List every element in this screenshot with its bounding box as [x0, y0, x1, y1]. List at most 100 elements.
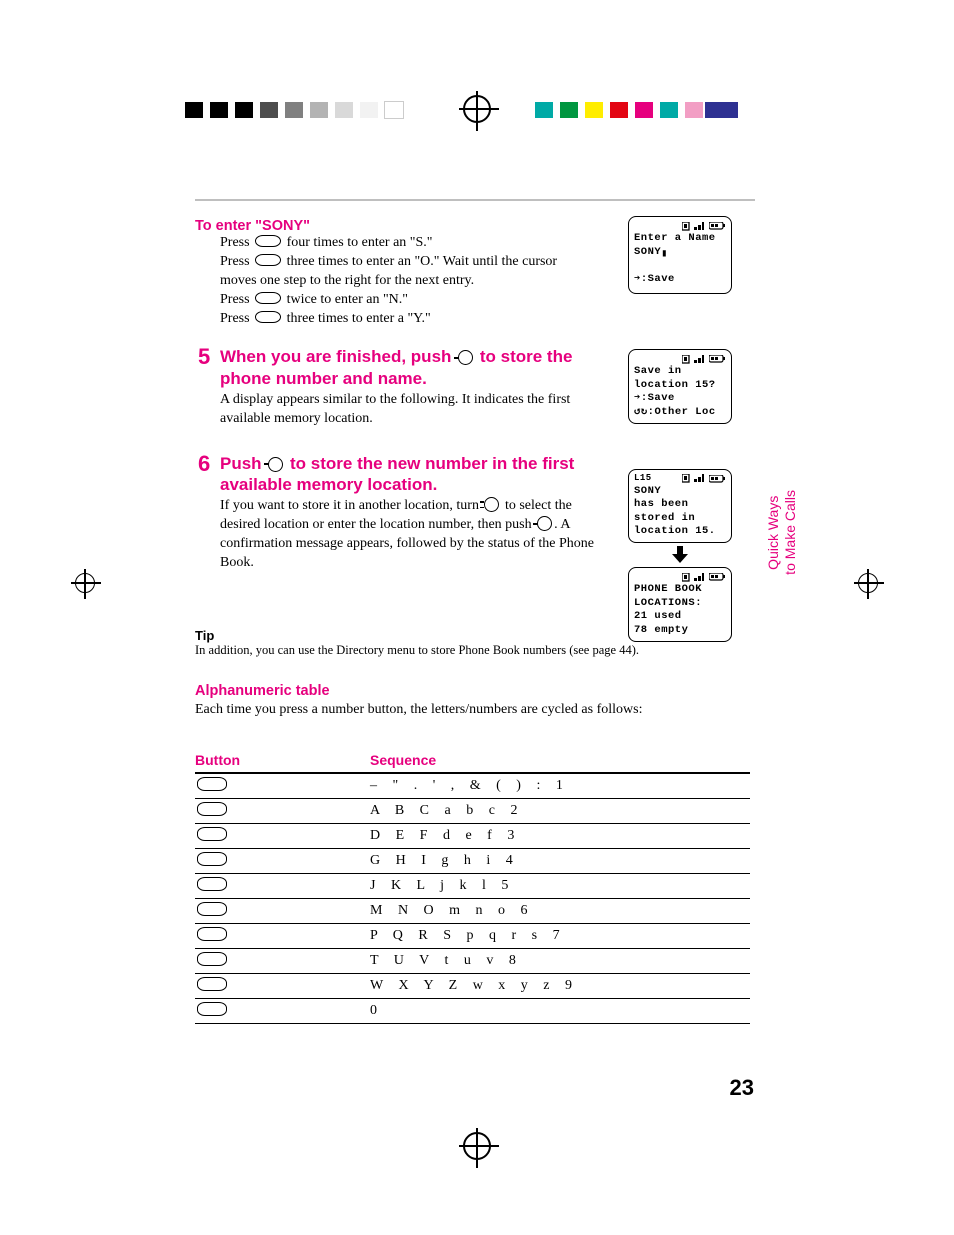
text: twice to enter an "N." [283, 292, 408, 307]
table-row: M N O m n o 6 [195, 898, 750, 923]
digital-icon [682, 222, 690, 231]
text: Press [220, 311, 253, 326]
cell-button [195, 898, 370, 923]
alpha-intro: Each time you press a number button, the… [195, 701, 755, 720]
button-oval-icon [197, 927, 227, 941]
registration-crosshair-bottom [463, 1132, 491, 1160]
battery-icon [709, 573, 726, 581]
screen-line: 78 empty [634, 624, 726, 638]
instruction-line: Press three times to enter an "O." Wait … [220, 253, 620, 272]
cell-sequence: – " . ' , & ( ) : 1 [370, 773, 750, 799]
signal-icon [694, 474, 705, 483]
registration-crosshair-top [463, 95, 491, 123]
cell-sequence: W X Y Z w x y z 9 [370, 973, 750, 998]
table-row: – " . ' , & ( ) : 1 [195, 773, 750, 799]
cell-sequence: M N O m n o 6 [370, 898, 750, 923]
jog-icon [268, 457, 283, 472]
button-oval-icon [197, 902, 227, 916]
cell-button [195, 823, 370, 848]
registration-square [310, 102, 328, 118]
cell-sequence: G H I g h i 4 [370, 848, 750, 873]
signal-icon [694, 355, 705, 364]
step-6-number: 6 [198, 451, 210, 477]
digital-icon [682, 573, 690, 582]
text: Press [220, 292, 253, 307]
table-row: P Q R S p q r s 7 [195, 923, 750, 948]
screen-save-in: Save in location 15? ➔:Save ↺↻:Other Loc [628, 349, 732, 424]
screen-enter-name: Enter a Name SONY▮ ➔:Save [628, 216, 732, 294]
cursor-icon: ▮ [661, 248, 668, 262]
button-oval-icon [255, 311, 281, 323]
registration-square [660, 102, 678, 118]
screen-line: has been [634, 498, 726, 512]
arrow-down-icon [670, 546, 690, 564]
text: three times to enter a "Y." [283, 311, 431, 326]
cell-sequence: 0 [370, 998, 750, 1023]
instruction-line: Press three times to enter a "Y." [220, 310, 620, 329]
cell-sequence: D E F d e f 3 [370, 823, 750, 848]
screen-line: location 15. [634, 525, 726, 539]
table-row: T U V t u v 8 [195, 948, 750, 973]
cell-button [195, 998, 370, 1023]
registration-crosshair-left [75, 573, 95, 593]
text: Press [220, 235, 253, 250]
button-oval-icon [197, 1002, 227, 1016]
alpha-table: Button Sequence – " . ' , & ( ) : 1A B C… [195, 748, 750, 1024]
registration-square [610, 102, 628, 118]
status-bar [634, 353, 726, 365]
table-row: 0 [195, 998, 750, 1023]
registration-square [685, 102, 703, 118]
screen-stored: L15 SONY has been stored in location 15. [628, 469, 732, 544]
registration-square [585, 102, 603, 118]
loc-indicator: L15 [634, 473, 652, 485]
instruction-line: Press four times to enter an "S." [220, 234, 620, 253]
signal-icon [694, 573, 705, 582]
table-header-row: Button Sequence [195, 748, 750, 773]
battery-icon [709, 355, 726, 363]
step-5-body: A display appears similar to the followi… [220, 391, 600, 429]
table-row: G H I g h i 4 [195, 848, 750, 873]
page: Quick Ways to Make Calls To enter "SONY"… [0, 0, 954, 1235]
enter-sony-body: Press four times to enter an "S."Press t… [220, 234, 620, 328]
screen-line: PHONE BOOK [634, 583, 726, 597]
screen-phonebook: PHONE BOOK LOCATIONS: 21 used 78 empty [628, 567, 732, 642]
th-sequence: Sequence [370, 748, 750, 773]
button-oval-icon [197, 827, 227, 841]
registration-crosshair-right [858, 573, 878, 593]
table-row: D E F d e f 3 [195, 823, 750, 848]
screen-line: Enter a Name [634, 232, 726, 246]
cell-sequence: J K L j k l 5 [370, 873, 750, 898]
button-oval-icon [197, 852, 227, 866]
step-5-title-a: When you are finished, push [220, 347, 456, 366]
page-number: 23 [730, 1075, 754, 1101]
section-tab-line2: to Make Calls [782, 490, 798, 575]
screen-line: SONY▮ [634, 246, 726, 262]
status-bar [634, 220, 726, 232]
cell-button [195, 773, 370, 799]
button-oval-icon [197, 802, 227, 816]
jog-turn-icon [484, 497, 499, 512]
alpha-title: Alphanumeric table [195, 683, 755, 699]
screen-line: ↺↻:Other Loc [634, 406, 726, 420]
table-row: W X Y Z w x y z 9 [195, 973, 750, 998]
status-bar [634, 571, 726, 583]
registration-square [235, 102, 253, 118]
registration-square [705, 102, 738, 118]
screen-line: LOCATIONS: [634, 597, 726, 611]
battery-icon [709, 222, 726, 230]
cell-button [195, 798, 370, 823]
jog-icon [458, 350, 473, 365]
registration-square [210, 102, 228, 118]
registration-square [385, 102, 403, 118]
cell-sequence: P Q R S p q r s 7 [370, 923, 750, 948]
screen-line: Save in [634, 365, 726, 379]
cell-button [195, 848, 370, 873]
instruction-line: moves one step to the right for the next… [220, 272, 620, 291]
button-oval-icon [255, 254, 281, 266]
screens-column: Enter a Name SONY▮ ➔:Save Save in locati… [628, 216, 743, 666]
cell-sequence: T U V t u v 8 [370, 948, 750, 973]
step-5-title: When you are finished, push to store the… [220, 346, 620, 389]
button-oval-icon [197, 952, 227, 966]
signal-icon [694, 222, 705, 231]
step-6-title-a: Push [220, 454, 266, 473]
